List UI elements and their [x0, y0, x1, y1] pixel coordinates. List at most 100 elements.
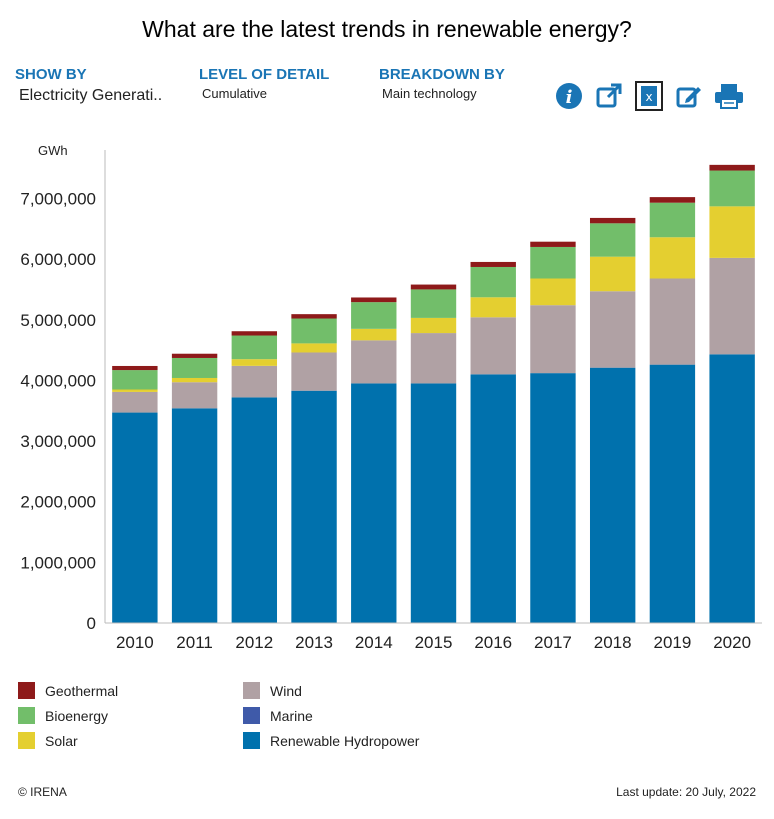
- x-tick-label: 2017: [534, 633, 572, 652]
- bar-bioenergy-2019[interactable]: [649, 202, 696, 238]
- x-tick-label: 2016: [474, 633, 512, 652]
- y-tick-label: 0: [87, 614, 96, 633]
- bar-wind-2020[interactable]: [709, 257, 755, 355]
- legend-item-renewable-hydropower[interactable]: Renewable Hydropower: [243, 732, 419, 749]
- info-icon[interactable]: i: [553, 80, 585, 112]
- bar-renewable-hydropower-2016[interactable]: [470, 374, 516, 623]
- bar-solar-2014[interactable]: [351, 328, 397, 341]
- external-link-icon[interactable]: [593, 80, 625, 112]
- y-tick-label: 2,000,000: [20, 493, 96, 512]
- y-tick-label: 1,000,000: [20, 553, 96, 572]
- bar-bioenergy-2013[interactable]: [291, 318, 337, 344]
- y-tick-label: 3,000,000: [20, 432, 96, 451]
- bar-renewable-hydropower-2013[interactable]: [291, 390, 337, 623]
- bar-wind-2018[interactable]: [589, 291, 636, 368]
- x-tick-label: 2011: [176, 633, 213, 652]
- page-title: What are the latest trends in renewable …: [142, 16, 632, 42]
- last-update: Last update: 20 July, 2022: [616, 785, 756, 799]
- bar-renewable-hydropower-2018[interactable]: [589, 367, 636, 623]
- bar-bioenergy-2020[interactable]: [709, 170, 755, 207]
- legend-label: Geothermal: [45, 682, 119, 699]
- bar-solar-2019[interactable]: [649, 237, 696, 279]
- y-tick-label: 6,000,000: [20, 250, 96, 269]
- legend-item-wind[interactable]: Wind: [243, 682, 302, 699]
- x-tick-label: 2018: [594, 633, 632, 652]
- bar-renewable-hydropower-2020[interactable]: [709, 354, 755, 623]
- svg-text:x: x: [645, 90, 652, 104]
- bar-wind-2015[interactable]: [410, 333, 457, 384]
- bar-wind-2010[interactable]: [112, 391, 158, 413]
- legend-swatch: [18, 682, 35, 699]
- bar-geothermal-2018[interactable]: [589, 217, 636, 224]
- excel-icon[interactable]: x: [633, 80, 665, 112]
- legend-item-geothermal[interactable]: Geothermal: [18, 682, 118, 699]
- bar-bioenergy-2010[interactable]: [112, 370, 158, 390]
- bar-bioenergy-2015[interactable]: [410, 289, 457, 318]
- bar-geothermal-2015[interactable]: [410, 284, 457, 290]
- bar-renewable-hydropower-2019[interactable]: [649, 364, 696, 623]
- bar-wind-2011[interactable]: [171, 382, 218, 409]
- bar-solar-2012[interactable]: [231, 359, 278, 366]
- y-tick-label: 5,000,000: [20, 311, 96, 330]
- level-of-detail-filter[interactable]: LEVEL OF DETAIL Cumulative: [199, 66, 329, 101]
- x-tick-label: 2019: [653, 633, 691, 652]
- bar-renewable-hydropower-2017[interactable]: [530, 373, 576, 623]
- bar-wind-2013[interactable]: [291, 352, 337, 391]
- legend-label: Solar: [45, 732, 78, 749]
- bar-renewable-hydropower-2011[interactable]: [171, 408, 218, 623]
- bar-bioenergy-2018[interactable]: [589, 223, 636, 257]
- bar-wind-2014[interactable]: [351, 340, 397, 384]
- bar-renewable-hydropower-2010[interactable]: [112, 412, 158, 623]
- bar-geothermal-2019[interactable]: [649, 197, 696, 203]
- bar-geothermal-2010[interactable]: [112, 365, 158, 371]
- x-tick-label: 2014: [355, 633, 393, 652]
- level-of-detail-value[interactable]: Cumulative: [202, 86, 268, 101]
- edit-icon[interactable]: [673, 80, 705, 112]
- y-tick-label: 7,000,000: [20, 190, 96, 209]
- legend-label: Marine: [270, 707, 313, 724]
- bar-bioenergy-2012[interactable]: [231, 335, 278, 360]
- x-tick-label: 2010: [116, 633, 154, 652]
- show-by-label: SHOW BY: [15, 66, 87, 83]
- bar-solar-2020[interactable]: [709, 206, 755, 258]
- bar-bioenergy-2014[interactable]: [351, 302, 397, 329]
- bar-geothermal-2020[interactable]: [709, 164, 755, 171]
- legend-item-bioenergy[interactable]: Bioenergy: [18, 707, 108, 724]
- breakdown-by-filter[interactable]: BREAKDOWN BY Main technology: [379, 66, 505, 101]
- breakdown-by-value[interactable]: Main technology: [382, 86, 477, 101]
- bar-solar-2011[interactable]: [171, 377, 218, 383]
- bar-solar-2013[interactable]: [291, 343, 337, 353]
- bar-geothermal-2013[interactable]: [291, 314, 337, 319]
- bar-geothermal-2016[interactable]: [470, 261, 516, 267]
- legend-swatch: [18, 732, 35, 749]
- bar-bioenergy-2016[interactable]: [470, 266, 516, 298]
- bar-solar-2017[interactable]: [530, 278, 576, 306]
- svg-text:i: i: [566, 87, 573, 108]
- bar-solar-2016[interactable]: [470, 297, 516, 318]
- bar-bioenergy-2011[interactable]: [171, 357, 218, 378]
- bar-renewable-hydropower-2014[interactable]: [351, 383, 397, 623]
- bar-solar-2015[interactable]: [410, 317, 457, 334]
- bar-solar-2010[interactable]: [112, 389, 158, 392]
- bar-geothermal-2017[interactable]: [530, 241, 576, 247]
- level-of-detail-label: LEVEL OF DETAIL: [199, 66, 330, 83]
- bar-geothermal-2014[interactable]: [351, 297, 397, 303]
- bar-wind-2017[interactable]: [530, 305, 576, 374]
- print-icon[interactable]: [713, 80, 745, 112]
- bar-solar-2018[interactable]: [589, 256, 636, 292]
- legend-item-solar[interactable]: Solar: [18, 732, 78, 749]
- bar-renewable-hydropower-2012[interactable]: [231, 397, 278, 623]
- bar-geothermal-2012[interactable]: [231, 331, 278, 336]
- bar-geothermal-2011[interactable]: [171, 353, 218, 358]
- bar-bioenergy-2017[interactable]: [530, 246, 576, 279]
- legend-item-marine[interactable]: Marine: [243, 707, 313, 724]
- legend-label: Bioenergy: [45, 707, 109, 724]
- bar-wind-2012[interactable]: [231, 365, 278, 398]
- bar-wind-2016[interactable]: [470, 317, 516, 375]
- show-by-value[interactable]: Electricity Generati..: [19, 87, 163, 104]
- legend-swatch: [18, 707, 35, 724]
- bar-wind-2019[interactable]: [649, 278, 696, 365]
- show-by-filter[interactable]: SHOW BY Electricity Generati..: [15, 66, 162, 105]
- bar-renewable-hydropower-2015[interactable]: [410, 383, 457, 623]
